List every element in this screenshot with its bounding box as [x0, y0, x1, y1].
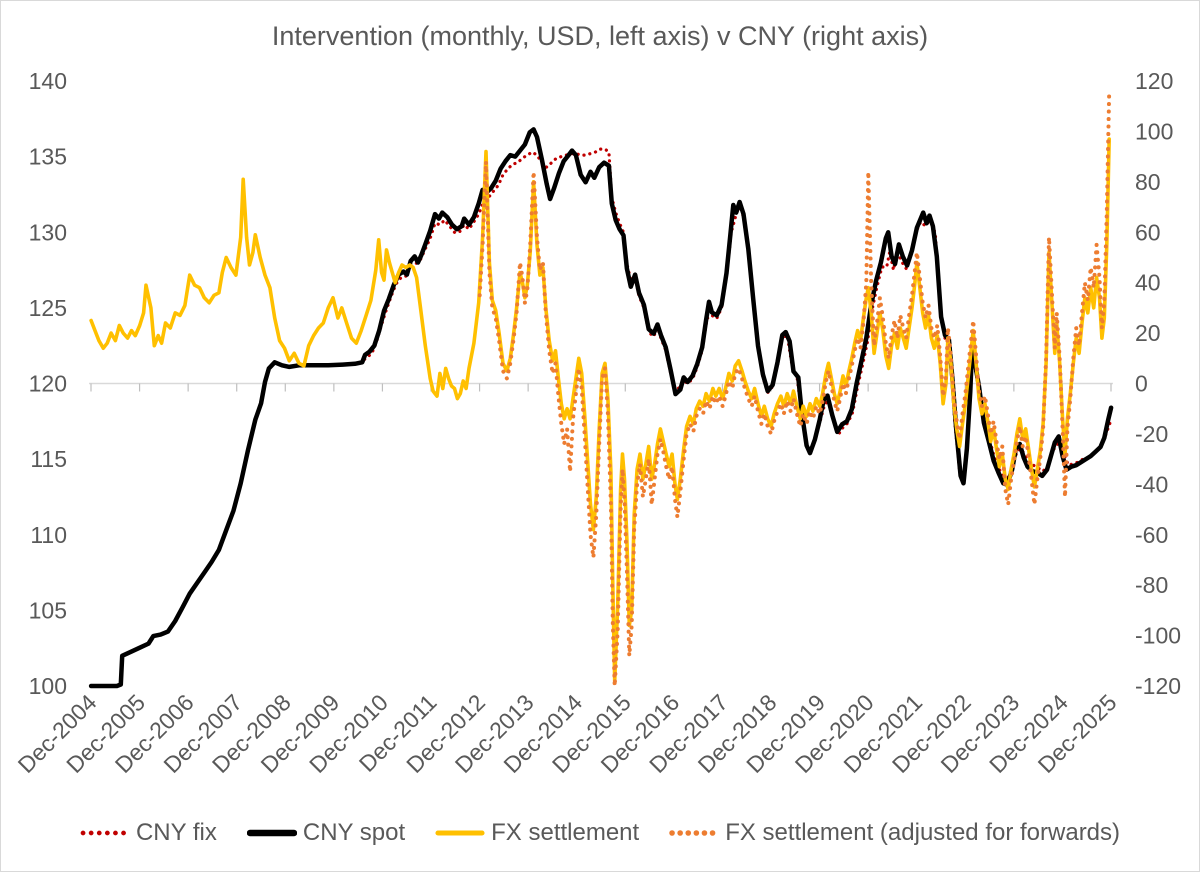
y-axis-left-label: 130	[29, 219, 67, 245]
y-axis-left-label: 140	[29, 68, 67, 94]
chart-title: Intervention (monthly, USD, left axis) v…	[271, 21, 929, 51]
y-axis-right-label: -40	[1135, 471, 1168, 497]
y-axis-right-label: 80	[1135, 169, 1161, 195]
line-swatch-icon	[435, 830, 485, 836]
dotted-line-swatch-icon	[80, 830, 130, 836]
legend-label: CNY fix	[135, 819, 217, 846]
y-axis-left-label: 105	[29, 597, 67, 623]
legend-item-fx-settlement-adjusted-for-forwards: FX settlement (adjusted for forwards)	[669, 819, 1120, 847]
dotted-line-swatch-icon	[669, 830, 719, 836]
line-swatch-icon	[246, 829, 297, 837]
y-axis-right-label: 120	[1135, 68, 1173, 94]
y-axis-left-label: 115	[30, 446, 67, 472]
y-axis-right-label: 40	[1135, 270, 1161, 296]
legend-item-cny-spot: CNY spot	[246, 819, 406, 847]
y-axis-right-label: -80	[1135, 572, 1168, 598]
y-axis-left-label: 135	[29, 144, 67, 170]
y-axis-left-label: 120	[29, 371, 67, 397]
y-axis-right-label: 100	[1135, 118, 1173, 144]
legend-label: FX settlement	[491, 819, 640, 846]
y-axis-left-label: 125	[29, 295, 67, 321]
legend-label: FX settlement (adjusted for forwards)	[725, 819, 1121, 846]
y-axis-right-label: -20	[1135, 421, 1168, 447]
series-cny-spot	[88, 127, 1114, 689]
y-axis-right-label: -120	[1135, 673, 1181, 699]
y-axis-left-label: 110	[30, 522, 67, 548]
legend-label: CNY spot	[302, 819, 406, 846]
y-axis-right-label: 20	[1135, 320, 1161, 346]
legend: CNY fix CNY spot FX settlement FX settlemen…	[1, 819, 1199, 847]
legend-item-fx-settlement: FX settlement	[435, 819, 639, 847]
y-axis-right-label: -60	[1135, 522, 1168, 548]
y-axis-left-label: 100	[29, 673, 67, 699]
series-fx-settlement-adjusted-for-forwards	[477, 89, 1112, 688]
series-cny-fix	[363, 147, 1113, 481]
y-axis-right-label: 60	[1135, 219, 1161, 245]
y-axis-right-label: -100	[1135, 623, 1181, 649]
y-axis-right-label: 0	[1135, 371, 1148, 397]
legend-item-cny-fix: CNY fix	[80, 819, 217, 847]
